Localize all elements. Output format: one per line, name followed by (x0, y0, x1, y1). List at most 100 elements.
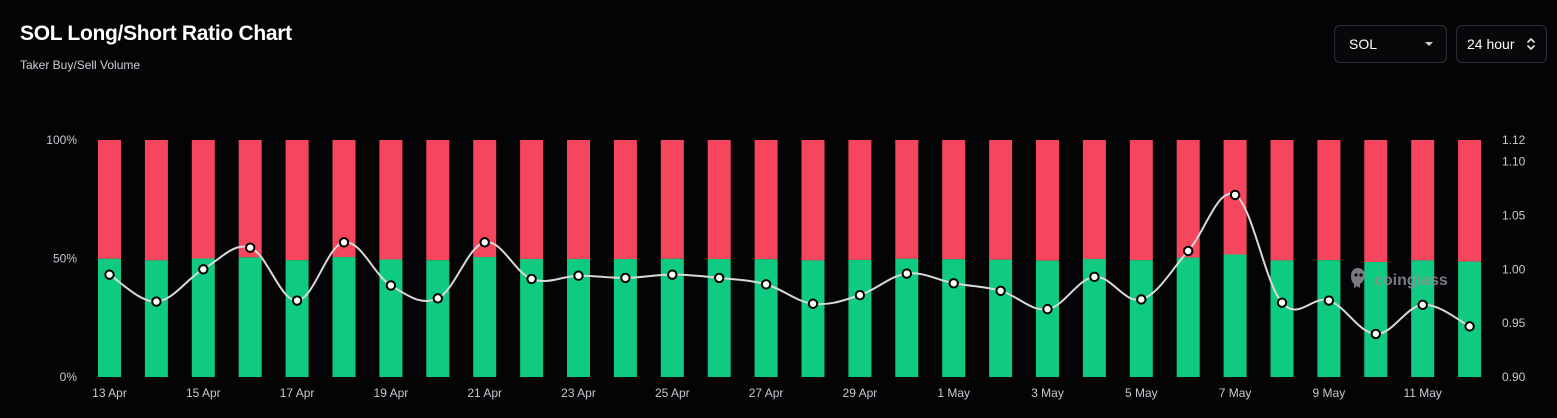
long-bar (1082, 258, 1106, 377)
short-bar (895, 140, 919, 259)
short-bar (1270, 140, 1294, 261)
ratio-point (807, 298, 819, 309)
right-axis-tick-label: 1.10 (1502, 155, 1526, 169)
short-bar (473, 140, 497, 258)
long-bar (285, 260, 309, 377)
short-bar (1458, 140, 1482, 262)
short-bar (613, 140, 637, 259)
short-bar (801, 140, 825, 261)
long-bar (1364, 262, 1388, 377)
left-axis-tick-label: 0% (60, 370, 78, 384)
ratio-point (1417, 299, 1428, 311)
x-axis-tick-label: 9 May (1313, 386, 1346, 400)
long-bar (1223, 254, 1247, 377)
ratio-point (1370, 328, 1382, 340)
x-axis-tick-label: 25 Apr (655, 386, 690, 400)
ratio-point (1089, 271, 1100, 283)
short-bar (98, 140, 121, 259)
long-bar (895, 258, 919, 377)
short-bar (1082, 140, 1106, 259)
ratio-point (291, 295, 303, 306)
period-select[interactable]: 24 hour (1456, 25, 1547, 63)
short-bar (848, 140, 872, 260)
short-bar (989, 140, 1013, 260)
left-axis-tick-label: 50% (53, 252, 77, 266)
x-axis-tick-label: 13 Apr (92, 386, 127, 400)
caret-down-icon (1424, 26, 1434, 62)
short-bar (379, 140, 403, 260)
chart-subtitle: Taker Buy/Sell Volume (20, 58, 141, 72)
x-axis-tick-label: 21 Apr (467, 386, 502, 400)
x-axis-tick-label: 11 May (1403, 386, 1441, 400)
long-bar (989, 259, 1013, 377)
ratio-point (714, 272, 725, 284)
ratio-point (1183, 245, 1194, 257)
short-bar (426, 140, 450, 261)
x-axis-tick-label: 3 May (1031, 386, 1064, 400)
ratio-point (1276, 297, 1288, 308)
long-bar (801, 260, 825, 377)
chart-title: SOL Long/Short Ratio Chart (20, 22, 292, 45)
coinglass-logo-icon (1348, 266, 1368, 295)
ratio-line (108, 192, 1471, 335)
ratio-point (573, 270, 584, 281)
ratio-point (1042, 303, 1053, 315)
short-bar (754, 140, 778, 260)
ratio-point (151, 296, 162, 307)
short-bar (942, 140, 966, 260)
right-axis-tick-label: 0.90 (1502, 370, 1526, 384)
short-bar (1129, 140, 1153, 261)
period-select-value: 24 hour (1467, 36, 1515, 52)
ratio-point (526, 273, 537, 285)
left-axis-tick-label: 100% (46, 133, 77, 147)
right-axis-tick-label: 1.12 (1502, 133, 1526, 147)
ratio-point (432, 293, 443, 304)
ratio-point (104, 269, 115, 280)
x-axis-tick-label: 1 May (937, 386, 970, 400)
short-bar (191, 140, 215, 259)
long-bar (98, 258, 121, 377)
long-bar (144, 260, 168, 377)
x-axis-tick-label: 5 May (1125, 386, 1158, 400)
short-bar (144, 140, 168, 261)
long-bar (238, 257, 262, 377)
long-bar (613, 258, 637, 377)
short-bar (1036, 140, 1059, 261)
ratio-point (1464, 321, 1475, 332)
short-bar (1411, 140, 1435, 261)
ratio-point (620, 272, 631, 284)
watermark: coinglass (1348, 266, 1448, 295)
long-bar (1458, 261, 1482, 377)
coin-select[interactable]: SOL (1334, 25, 1447, 63)
ratio-point (245, 242, 256, 253)
ratio-point (667, 269, 678, 280)
long-bar (1317, 260, 1341, 377)
short-bar (707, 140, 731, 259)
x-axis-tick-label: 19 Apr (374, 386, 409, 400)
long-bar (1036, 260, 1059, 377)
ratio-point (479, 237, 490, 248)
short-bar (332, 140, 356, 258)
coin-select-value: SOL (1349, 36, 1378, 52)
long-bar (942, 259, 966, 377)
long-bar (1176, 257, 1200, 377)
x-axis-tick-label: 17 Apr (280, 386, 315, 400)
long-bar (1129, 260, 1153, 377)
ratio-point (198, 264, 209, 275)
ratio-point (338, 237, 350, 248)
ratio-point (1136, 294, 1147, 305)
long-bar (660, 258, 684, 377)
short-bar (1364, 140, 1388, 263)
ratio-point (995, 285, 1006, 297)
ratio-point (1323, 295, 1335, 306)
long-bar (426, 260, 450, 377)
ratio-point (1229, 189, 1241, 201)
short-bar (1317, 140, 1341, 261)
short-bar (520, 140, 544, 259)
x-axis-tick-label: 7 May (1219, 386, 1252, 400)
right-axis-tick-label: 1.00 (1502, 262, 1526, 276)
ratio-point (948, 278, 959, 289)
long-bar (567, 258, 590, 377)
long-bar (473, 257, 497, 377)
